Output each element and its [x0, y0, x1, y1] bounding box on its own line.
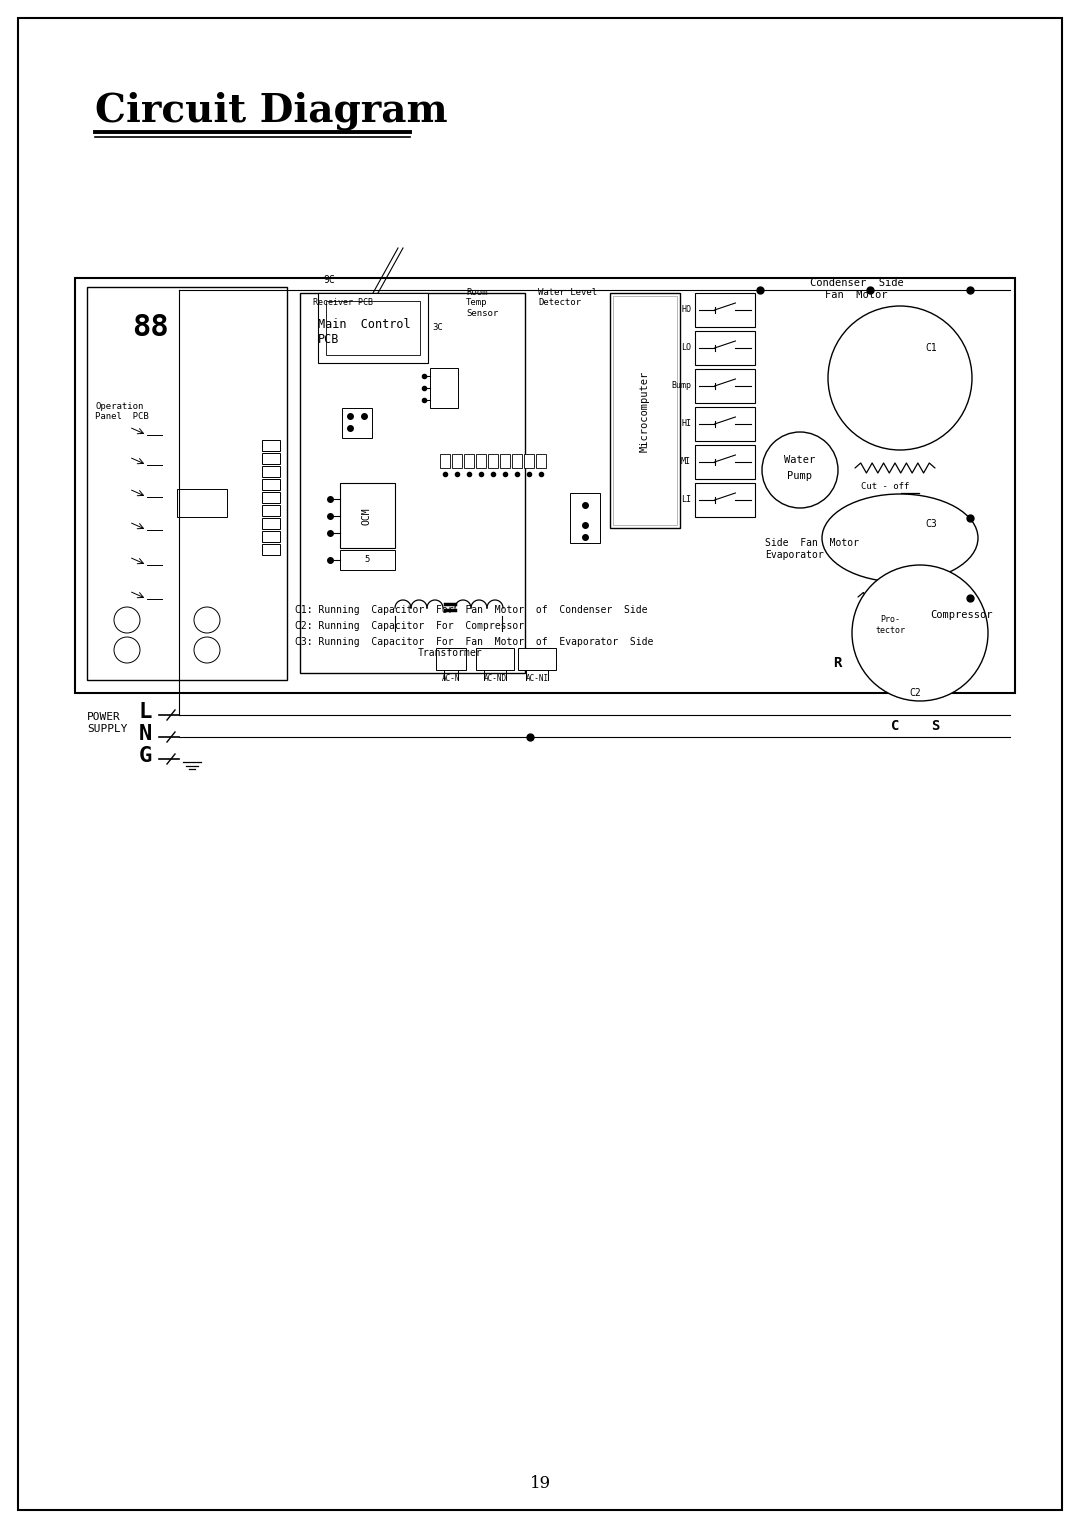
Bar: [488, 454, 498, 468]
Bar: [87, 287, 287, 680]
Text: L: L: [138, 701, 151, 723]
Bar: [75, 278, 1015, 694]
Circle shape: [194, 637, 220, 663]
Text: Water Level
Detector: Water Level Detector: [538, 287, 597, 307]
Bar: [262, 544, 280, 555]
Bar: [262, 532, 280, 542]
Bar: [262, 478, 280, 490]
Text: S: S: [931, 720, 940, 733]
Text: 9C: 9C: [323, 275, 335, 286]
Text: C2: Running  Capacitor  For  Compressor: C2: Running Capacitor For Compressor: [295, 620, 524, 631]
Circle shape: [828, 306, 972, 451]
Text: LI: LI: [681, 495, 691, 504]
Text: HO: HO: [681, 306, 691, 315]
Bar: [430, 368, 458, 408]
Bar: [696, 406, 755, 442]
Text: C: C: [891, 720, 900, 733]
Bar: [696, 293, 755, 327]
Bar: [340, 550, 395, 570]
Text: AC-ND: AC-ND: [484, 674, 507, 683]
Text: 3C: 3C: [432, 324, 443, 333]
Bar: [300, 293, 525, 672]
Text: AC-N: AC-N: [442, 674, 460, 683]
Bar: [464, 454, 474, 468]
Bar: [436, 648, 465, 669]
Bar: [262, 440, 280, 451]
Text: Fan  Motor: Fan Motor: [825, 290, 888, 299]
Bar: [326, 301, 420, 354]
Circle shape: [852, 565, 988, 701]
Bar: [696, 332, 755, 365]
Bar: [262, 518, 280, 529]
Bar: [570, 494, 600, 542]
Text: Receiver PCB: Receiver PCB: [313, 298, 373, 307]
Bar: [476, 648, 514, 669]
Ellipse shape: [822, 494, 978, 582]
Text: Condenser  Side: Condenser Side: [810, 278, 904, 287]
Text: N: N: [138, 724, 151, 744]
Bar: [536, 454, 546, 468]
Bar: [440, 454, 450, 468]
Bar: [696, 368, 755, 403]
Text: Microcomputer: Microcomputer: [640, 370, 650, 452]
Text: R: R: [833, 656, 841, 669]
Text: Evaporator: Evaporator: [765, 550, 824, 559]
Circle shape: [762, 432, 838, 507]
Bar: [524, 454, 534, 468]
Bar: [262, 504, 280, 516]
Text: Circuit Diagram: Circuit Diagram: [95, 92, 447, 130]
Text: Pump: Pump: [787, 471, 812, 481]
Circle shape: [114, 607, 140, 633]
Bar: [262, 466, 280, 477]
Text: C2: C2: [909, 688, 921, 698]
Text: AC-NI: AC-NI: [526, 674, 549, 683]
Bar: [610, 293, 680, 529]
Bar: [177, 489, 227, 516]
Text: Compressor: Compressor: [930, 610, 993, 620]
Bar: [262, 492, 280, 503]
Bar: [340, 483, 395, 549]
Text: C1: C1: [924, 342, 936, 353]
Text: C3: Running  Capacitor  For  Fan  Motor  of  Evaporator  Side: C3: Running Capacitor For Fan Motor of E…: [295, 637, 653, 646]
Text: 88: 88: [132, 313, 168, 342]
Text: Cut - off: Cut - off: [874, 610, 922, 617]
Circle shape: [114, 637, 140, 663]
Bar: [696, 483, 755, 516]
Text: C1: Running  Capacitor  For  Fan  Motor  of  Condenser  Side: C1: Running Capacitor For Fan Motor of C…: [295, 605, 648, 614]
Text: 19: 19: [529, 1475, 551, 1491]
Text: POWER
SUPPLY: POWER SUPPLY: [87, 712, 127, 733]
Text: OCM: OCM: [362, 507, 372, 524]
Text: Main  Control
PCB: Main Control PCB: [318, 318, 410, 345]
Bar: [262, 452, 280, 465]
Text: Cut - off: Cut - off: [861, 481, 909, 490]
Text: HI: HI: [681, 420, 691, 428]
Bar: [342, 408, 372, 439]
Bar: [518, 648, 556, 669]
Text: Bump: Bump: [671, 382, 691, 391]
Text: Pro-
tector: Pro- tector: [875, 616, 905, 634]
Bar: [500, 454, 510, 468]
Bar: [453, 454, 462, 468]
Bar: [476, 454, 486, 468]
Text: Room
Temp
Sensor: Room Temp Sensor: [465, 287, 498, 318]
Bar: [696, 445, 755, 478]
Text: Side  Fan  Motor: Side Fan Motor: [765, 538, 859, 549]
Text: C3: C3: [924, 520, 936, 529]
Text: MI: MI: [681, 457, 691, 466]
Text: LO: LO: [681, 344, 691, 353]
Bar: [613, 296, 677, 526]
Text: 5: 5: [364, 556, 369, 564]
Text: Water: Water: [784, 455, 815, 465]
Text: Transformer: Transformer: [418, 648, 483, 659]
Circle shape: [194, 607, 220, 633]
Text: G: G: [138, 746, 151, 766]
Bar: [318, 293, 428, 364]
Text: Operation
Panel  PCB: Operation Panel PCB: [95, 402, 149, 422]
Bar: [512, 454, 522, 468]
